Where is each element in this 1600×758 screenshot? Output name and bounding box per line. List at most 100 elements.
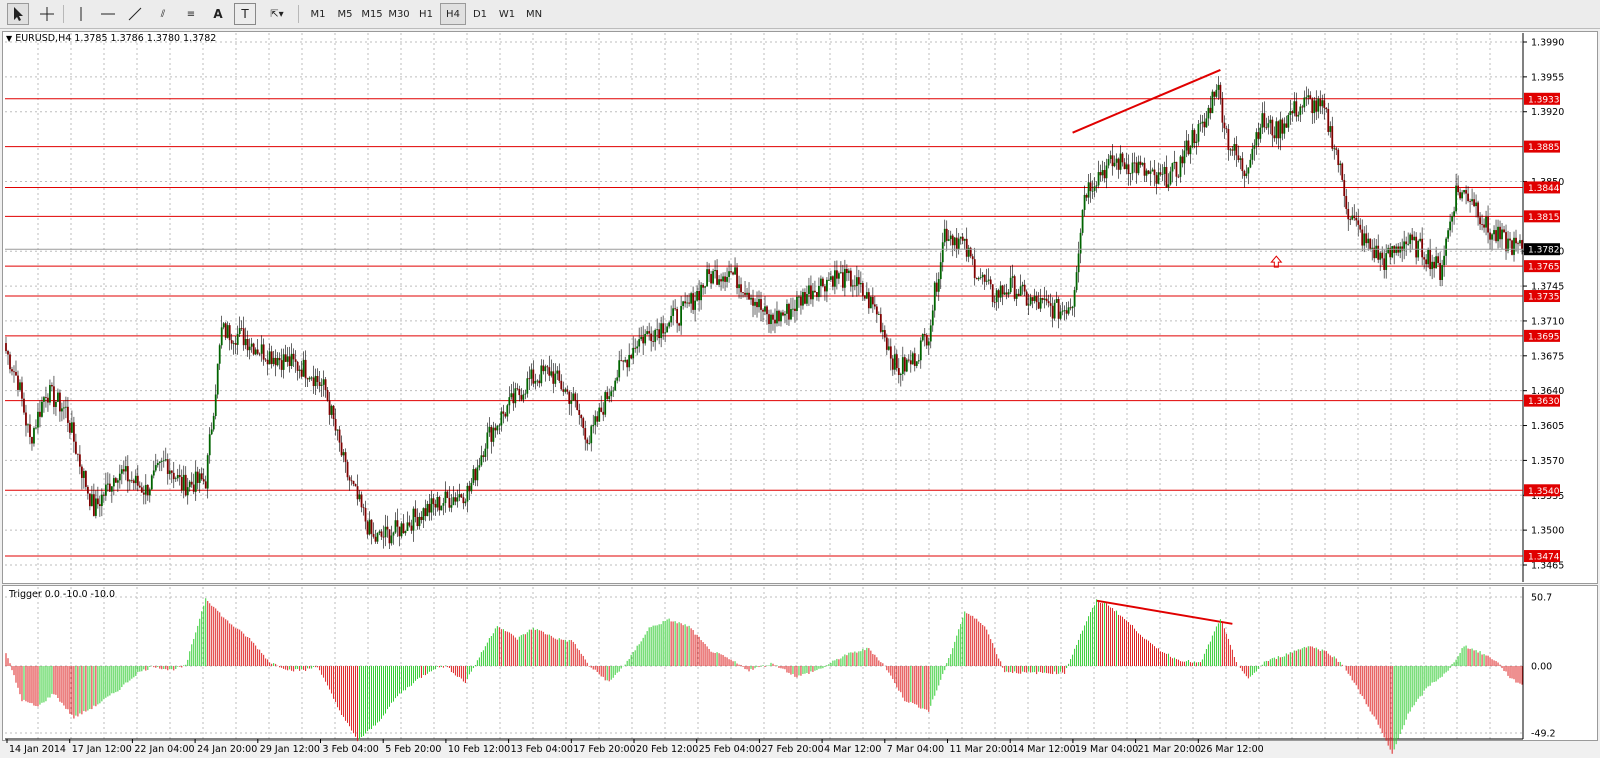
bull-candle xyxy=(1519,240,1521,244)
price-tick-label: 1.3640 xyxy=(1531,386,1564,397)
bull-candle xyxy=(1245,173,1248,177)
timeframe-h1-button[interactable]: H1 xyxy=(419,8,433,20)
bear-candle xyxy=(1481,224,1483,226)
bear-candle xyxy=(730,271,732,273)
bull-candle xyxy=(1161,173,1164,175)
chart-menu-triangle-icon[interactable]: ▼ xyxy=(6,34,13,43)
bear-candle xyxy=(1187,140,1190,155)
bear-candle xyxy=(574,393,577,401)
bear-candle xyxy=(836,270,838,279)
bear-candle xyxy=(566,389,569,392)
bear-candle xyxy=(328,400,331,415)
bull-candle xyxy=(322,379,325,385)
horizontal-line-tool-icon[interactable] xyxy=(97,3,119,25)
bull-candle xyxy=(1375,245,1378,259)
bull-candle xyxy=(57,392,59,402)
bear-candle xyxy=(96,498,99,505)
bull-candle xyxy=(1391,246,1394,258)
equidistant-channel-tool-icon[interactable]: ⫽ xyxy=(160,8,166,20)
timeframe-m1-button[interactable]: M1 xyxy=(310,8,326,20)
bull-candle xyxy=(792,308,794,310)
timeframe-m5-button[interactable]: M5 xyxy=(337,8,353,20)
bear-candle xyxy=(1381,252,1384,259)
bear-candle xyxy=(1517,243,1519,245)
bull-candle xyxy=(660,323,663,339)
bear-candle xyxy=(1281,119,1284,134)
bull-candle xyxy=(758,299,760,308)
timeframe-w1-button[interactable]: W1 xyxy=(498,8,516,20)
trendline-tool-icon[interactable] xyxy=(124,3,146,25)
bull-candle xyxy=(802,292,804,306)
arrow-shapes-tool-icon[interactable]: ⇱▾ xyxy=(270,8,284,20)
vertical-line-tool-icon[interactable] xyxy=(70,3,92,25)
timeframe-h4-button[interactable]: H4 xyxy=(440,3,466,25)
price-tick-label: 1.3745 xyxy=(1531,282,1564,293)
text-label-tool-icon[interactable]: T xyxy=(234,3,256,25)
bull-candle xyxy=(61,408,63,412)
level-price-tag xyxy=(1524,92,1560,105)
bear-candle xyxy=(352,480,355,484)
bear-candle xyxy=(1323,100,1326,108)
bear-candle xyxy=(634,347,637,349)
timeframe-mn-button[interactable]: MN xyxy=(525,8,543,20)
bear-candle xyxy=(1089,182,1092,192)
bull-candle xyxy=(1007,292,1010,295)
bear-candle xyxy=(582,418,585,429)
bull-candle xyxy=(947,239,950,241)
bull-candle xyxy=(754,301,756,306)
bull-candle xyxy=(1239,158,1242,160)
bear-candle xyxy=(542,365,545,372)
bull-candle xyxy=(859,282,862,285)
timeframe-m30-button[interactable]: M30 xyxy=(388,8,410,20)
bear-candle xyxy=(766,306,768,315)
fibonacci-tool-icon[interactable]: ≡ xyxy=(186,8,196,20)
level-price-label: 1.3630 xyxy=(1528,397,1560,407)
bull-candle xyxy=(342,452,345,456)
bull-candle xyxy=(1055,298,1058,303)
bear-candle xyxy=(1017,293,1020,296)
bear-candle xyxy=(885,337,888,350)
bull-candle xyxy=(530,369,533,379)
bull-candle xyxy=(796,296,798,312)
bear-candle xyxy=(724,276,726,282)
bear-candle xyxy=(280,360,283,370)
bull-candle xyxy=(116,480,119,483)
bull-candle xyxy=(1101,170,1104,176)
bull-candle xyxy=(152,470,155,476)
timeframe-m15-button[interactable]: M15 xyxy=(361,8,383,20)
bull-candle xyxy=(208,434,211,456)
bull-candle xyxy=(594,416,597,425)
bull-candle xyxy=(500,411,503,426)
bear-candle xyxy=(1423,257,1426,260)
bull-candle xyxy=(94,498,97,516)
time-axis-label: 5 Feb 20:00 xyxy=(385,744,441,755)
bear-candle xyxy=(234,343,237,345)
timeframe-d1-button[interactable]: D1 xyxy=(472,8,488,20)
bull-candle xyxy=(1453,211,1455,217)
text-tool-icon[interactable]: A xyxy=(213,7,223,21)
bull-candle xyxy=(1027,304,1030,306)
bear-candle xyxy=(1503,229,1505,233)
bull-candle xyxy=(826,279,828,292)
bull-candle xyxy=(526,378,529,394)
bear-candle xyxy=(318,382,321,386)
bull-candle xyxy=(786,303,788,314)
bull-candle xyxy=(298,369,301,371)
bear-candle xyxy=(1121,153,1124,163)
bull-candle xyxy=(440,505,443,511)
bull-candle xyxy=(90,494,93,507)
crosshair-tool-icon[interactable] xyxy=(36,3,58,25)
bear-candle xyxy=(708,269,710,275)
bull-candle xyxy=(124,466,127,472)
bear-candle xyxy=(382,536,385,538)
bull-candle xyxy=(148,489,151,496)
bull-candle xyxy=(248,346,251,351)
bull-candle xyxy=(1363,233,1366,246)
cursor-tool-icon[interactable] xyxy=(7,3,29,25)
bull-candle xyxy=(1501,229,1503,240)
bear-candle xyxy=(1005,292,1008,295)
bear-candle xyxy=(1025,291,1028,306)
price-tick-label: 1.3570 xyxy=(1531,456,1564,467)
time-axis-label: 7 Mar 04:00 xyxy=(887,744,944,755)
